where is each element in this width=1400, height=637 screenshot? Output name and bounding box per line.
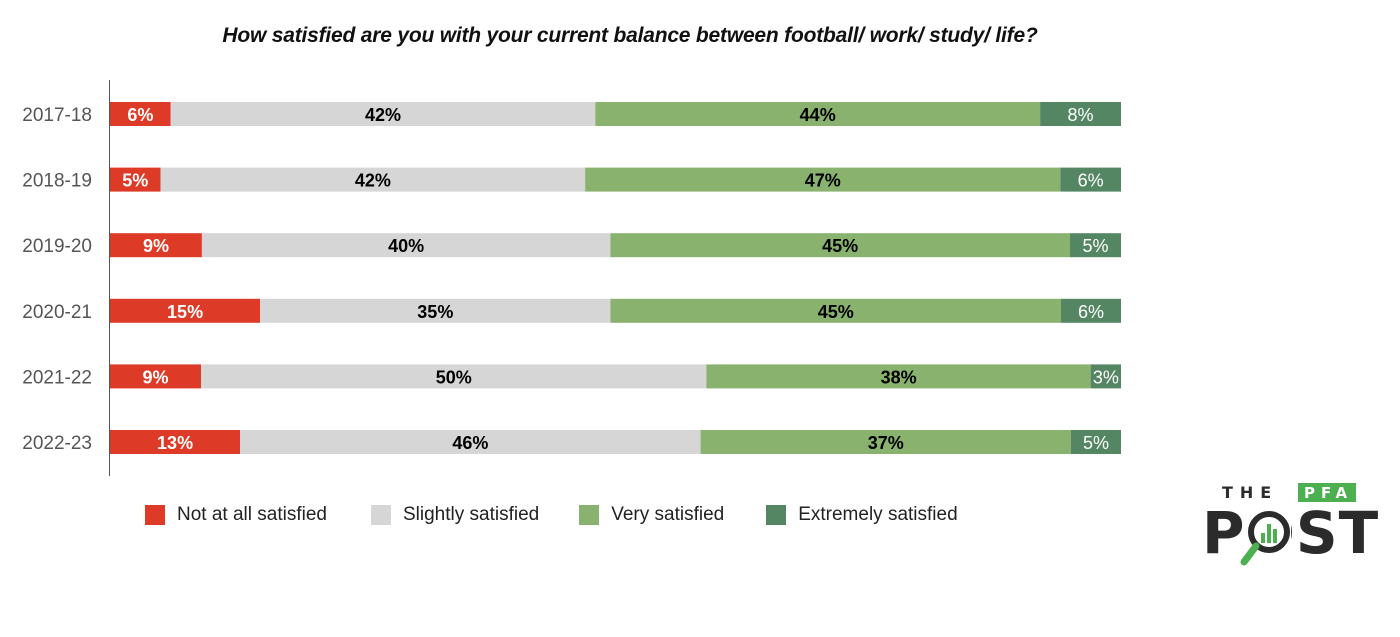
legend-item: Slightly satisfied — [370, 504, 540, 526]
y-tick-label: 2020-21 — [22, 302, 92, 323]
legend-item: Not at all satisfied — [145, 504, 327, 526]
bar-segment — [170, 102, 596, 126]
data-label: 45% — [818, 302, 854, 322]
y-tick-label: 2018-19 — [22, 171, 92, 192]
legend-item: Extremely satisfied — [766, 504, 958, 526]
bar-segment — [200, 364, 707, 389]
bar-segment — [1060, 167, 1121, 192]
data-label: 15% — [167, 302, 203, 322]
bar-segment — [1069, 233, 1121, 258]
legend-swatch — [766, 505, 787, 525]
data-label: 6% — [127, 105, 153, 125]
y-tick-label: 2019-20 — [22, 236, 92, 257]
bar-segment — [110, 430, 241, 454]
data-label: 3% — [1093, 367, 1119, 387]
bar-segment — [110, 298, 261, 323]
legend-swatch — [579, 505, 600, 525]
logo-bar-1 — [1261, 533, 1265, 543]
bar-segment — [240, 430, 701, 454]
data-label: 40% — [388, 236, 424, 256]
bar-segment — [610, 233, 1070, 258]
bar-segment — [1040, 102, 1121, 126]
bar-segment — [110, 167, 161, 192]
data-label: 38% — [881, 367, 917, 387]
legend-swatch — [145, 505, 165, 525]
bar-segment — [1060, 298, 1121, 323]
data-label: 46% — [452, 433, 488, 453]
pfa-post-logo: THE PFA POST — [1202, 483, 1378, 567]
legend-item: Very satisfied — [579, 504, 724, 526]
bar-segment — [610, 298, 1061, 323]
data-label: 5% — [1083, 433, 1109, 453]
data-label: 9% — [143, 236, 169, 256]
chart-title: How satisfied are you with your current … — [222, 24, 1038, 47]
y-tick-label: 2017-18 — [22, 105, 92, 126]
legend-label: Extremely satisfied — [798, 504, 958, 525]
y-tick-label: 2022-23 — [22, 433, 92, 454]
y-tick-label: 2021-22 — [22, 367, 92, 388]
data-label: 5% — [1082, 236, 1108, 256]
logo-the: THE — [1222, 483, 1278, 502]
bar-segment — [1090, 364, 1121, 389]
data-label: 37% — [868, 433, 904, 453]
data-label: 35% — [417, 302, 453, 322]
bar-segment — [706, 364, 1091, 389]
legend: Not at all satisfied Slightly satisfied Ve… — [145, 504, 958, 526]
data-label: 45% — [822, 236, 858, 256]
bar-segment — [1070, 430, 1121, 454]
data-label: 42% — [355, 171, 391, 191]
data-label: 9% — [142, 367, 168, 387]
legend-label: Very satisfied — [611, 504, 725, 525]
logo-pfa: PFA — [1304, 484, 1353, 502]
bar-segment — [110, 233, 202, 258]
magnifier-handle-icon — [1240, 542, 1260, 566]
legend-label: Slightly satisfied — [402, 504, 540, 525]
magnifier-lens-icon — [1248, 511, 1290, 553]
logo-bar-3 — [1273, 529, 1277, 543]
data-label: 47% — [805, 171, 841, 191]
data-label: 13% — [157, 433, 193, 453]
logo-bar-2 — [1267, 524, 1271, 543]
bar-segment — [700, 430, 1071, 454]
legend-label: Not at all satisfied — [177, 504, 327, 525]
data-label: 5% — [122, 171, 148, 191]
bar-segment — [160, 167, 586, 192]
data-label: 50% — [436, 367, 472, 387]
bar-segment — [110, 102, 171, 126]
legend-swatch — [370, 505, 391, 525]
data-label: 42% — [365, 105, 401, 125]
data-label: 8% — [1068, 105, 1094, 125]
bar-segment — [260, 298, 611, 323]
data-label: 44% — [800, 105, 836, 125]
logo-pfa-box — [1298, 483, 1356, 502]
data-label: 6% — [1078, 302, 1104, 322]
bar-segment — [201, 233, 611, 258]
bar-segment — [585, 167, 1061, 192]
bar-segment — [110, 364, 201, 389]
data-label: 6% — [1078, 171, 1104, 191]
bar-segment — [595, 102, 1041, 126]
